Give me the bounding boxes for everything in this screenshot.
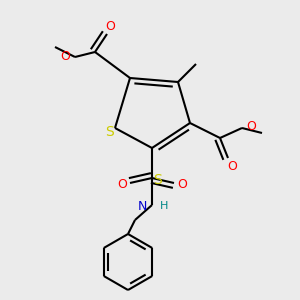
- Text: O: O: [227, 160, 237, 172]
- Text: H: H: [160, 201, 168, 211]
- Text: S: S: [105, 125, 113, 139]
- Text: O: O: [105, 20, 115, 32]
- Text: O: O: [60, 50, 70, 64]
- Text: O: O: [246, 119, 256, 133]
- Text: O: O: [177, 178, 187, 191]
- Text: O: O: [117, 178, 127, 191]
- Text: N: N: [138, 200, 147, 212]
- Text: S: S: [154, 173, 162, 187]
